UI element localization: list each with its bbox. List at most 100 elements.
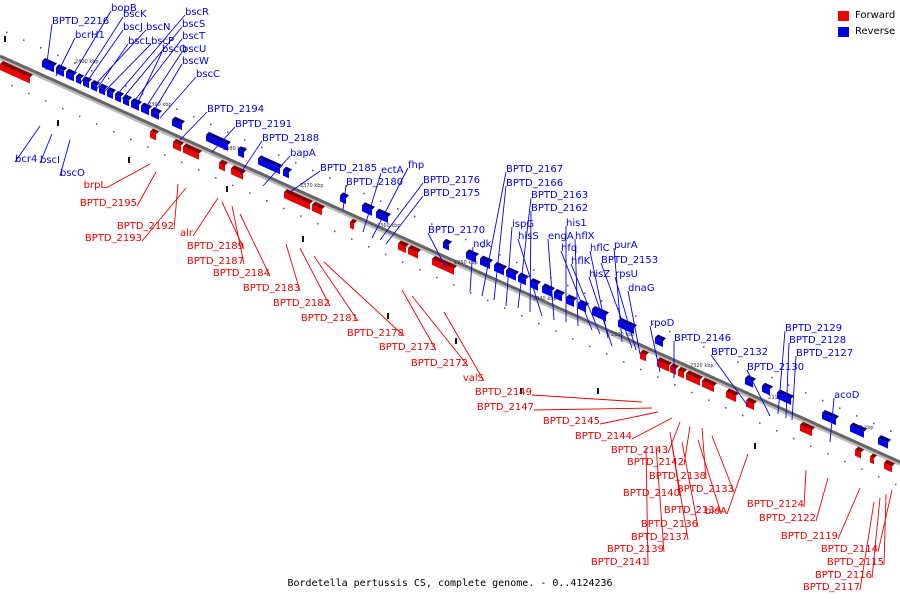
leader-line [239,140,263,175]
gene-block [183,146,199,160]
leader-line [589,250,609,339]
gene-label-bptd-2195: BPTD_2195 [80,198,137,209]
lower-dot [198,169,200,171]
gene-block [99,86,105,96]
gene-block-top [123,94,132,101]
gene-block [131,101,139,111]
gene-label-bptd-2128: BPTD_2128 [789,335,846,346]
lower-dot [79,115,81,118]
gene-label-bptd-2178: BPTD_2178 [347,328,404,339]
gene-block-top [655,334,666,342]
gene-block [850,425,864,438]
leader-line [560,250,593,331]
kbp-tick-label: 2340 kbp [533,296,557,302]
leader-line [574,238,579,327]
lower-dot [334,230,336,233]
gene-label-bscu: bscU [182,44,206,55]
leader-line [631,417,673,440]
gene-block [870,456,874,465]
legend: Forward Reverse [838,8,895,40]
gene-block [640,352,646,362]
gene-block-top [702,377,717,387]
upper-dot [414,215,416,218]
lower-dot [402,261,404,263]
gene-block-top [219,159,228,166]
lower-dot [436,276,438,279]
upper-dot [771,376,773,379]
gene-block-top [56,64,67,71]
upper-dot [669,330,671,333]
leader-line [115,14,186,97]
gene-block-top [670,363,679,369]
gene-label-bptd-2136: BPTD_2136 [641,519,698,530]
gene-block-top [640,349,649,356]
upper-dot [312,169,314,172]
leader-line [55,37,76,77]
gene-block [107,90,113,99]
axis-shadow [0,56,900,466]
upper-dot [635,315,637,317]
upper-dot [278,154,280,156]
lower-dot [487,299,489,302]
gene-block [398,243,406,254]
leader-line [493,185,507,301]
gene-label-bptd-2216: BPTD_2216 [52,16,109,27]
track-mark [455,338,457,344]
lower-dot [283,207,285,210]
leader-line [681,441,699,528]
legend-reverse: Reverse [838,24,895,40]
gene-block [56,67,64,77]
gene-label-fhp: fhp [408,160,424,171]
upper-dot [91,70,93,72]
leader-line [481,171,507,297]
gene-block-top [284,189,303,200]
upper-dot [754,369,756,371]
leader-line [655,445,665,553]
upper-dot [686,338,688,340]
gene-label-bptd-2140: BPTD_2140 [623,488,680,499]
gene-block [657,360,669,372]
gene-block-top [480,255,493,264]
gene-block [173,142,181,152]
track-mark [57,120,59,126]
gene-block [172,119,182,131]
gene-block-top [231,165,246,174]
leader-line [697,439,722,514]
leader-line [667,421,681,454]
gene-label-bptd-2149: BPTD_2149 [475,387,532,398]
leader-line [323,261,405,337]
gene-block-top [870,453,877,459]
gene-label-ispg: ispG [512,219,534,230]
gene-block [542,286,552,298]
upper-dot [261,146,263,149]
lower-dot [130,138,132,141]
leader-line [135,51,163,107]
lower-dot [453,284,455,286]
gene-label-bptd-2192: BPTD_2192 [117,221,174,232]
gene-block [566,297,574,307]
upper-dot [380,200,382,202]
gene-label-bptd-2167: BPTD_2167 [506,164,563,175]
gene-label-bsci: bscI [40,155,60,166]
leader-line [803,469,807,508]
upper-dot [448,231,450,233]
leader-line [342,184,347,211]
leader-line [726,453,749,515]
gene-label-bptd-2132: BPTD_2132 [711,347,768,358]
axis-line [0,54,900,464]
legend-reverse-label: Reverse [855,26,896,37]
gene-block [878,438,888,449]
gene-block-top [42,57,57,67]
gene-block [284,192,300,206]
lower-dot [11,84,13,87]
gene-label-hiss: hisS [518,231,539,242]
leader-line [83,29,124,87]
upper-dot [805,392,807,394]
lower-dot [810,445,812,447]
gene-block [150,131,156,141]
gene-label-his1: his1 [566,218,587,229]
upper-dot [873,422,875,425]
gene-label-bcrh1: bcrH1 [75,30,105,41]
gene-block-top [238,146,247,153]
gene-block [376,211,388,224]
